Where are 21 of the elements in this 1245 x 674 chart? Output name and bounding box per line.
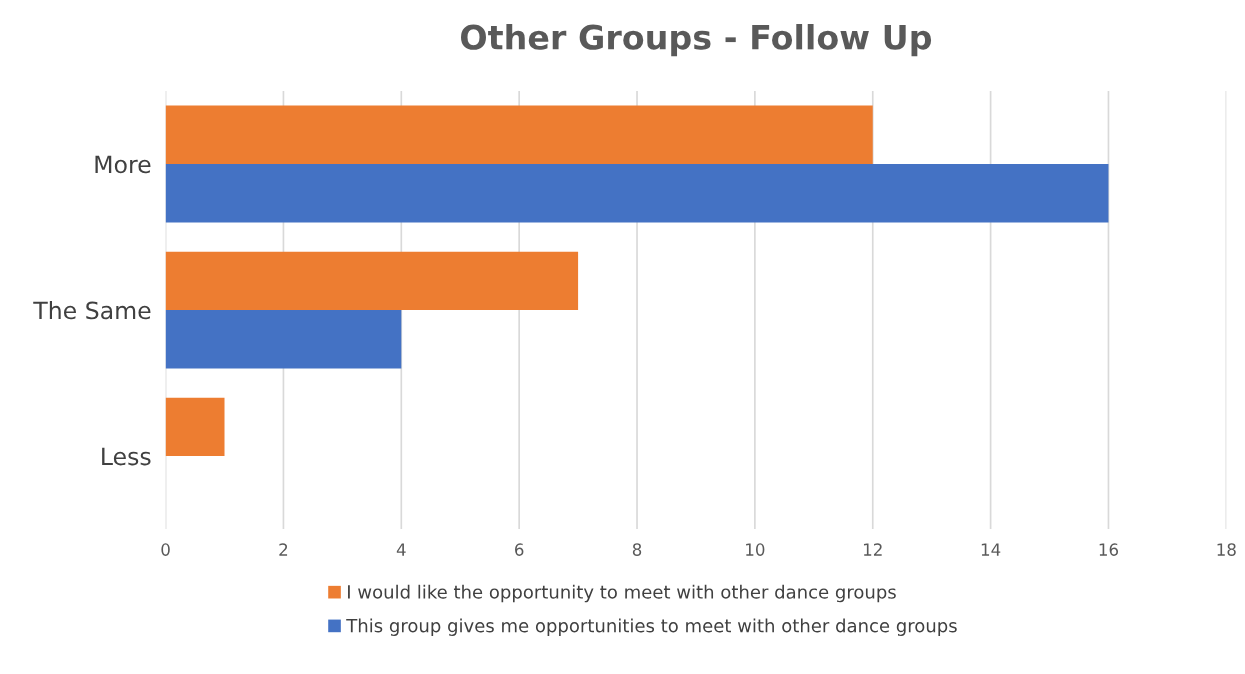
bar bbox=[165, 251, 579, 311]
y-tick-label: More bbox=[95, 155, 151, 174]
x-tick-label: 16 bbox=[1099, 543, 1119, 556]
y-tick-label: The Same bbox=[33, 301, 151, 320]
x-tick-label: 14 bbox=[981, 543, 1001, 556]
legend-label: This group gives me opportunities to meet with other dance groups bbox=[346, 618, 957, 636]
y-tick-label: Less bbox=[102, 447, 151, 466]
x-tick-label: 10 bbox=[746, 543, 765, 556]
chart-title: Other Groups - Follow Up bbox=[461, 24, 932, 57]
x-tick-label: 4 bbox=[396, 543, 406, 556]
bar bbox=[165, 310, 402, 369]
bar bbox=[165, 105, 873, 165]
x-tick-label: 8 bbox=[632, 543, 642, 556]
x-tick-label: 2 bbox=[279, 543, 288, 556]
bar bbox=[165, 397, 225, 457]
bar bbox=[165, 164, 1109, 223]
x-tick-label: 6 bbox=[515, 543, 524, 556]
x-tick-label: 0 bbox=[161, 543, 170, 556]
x-tick-label: 12 bbox=[863, 543, 882, 556]
x-tick-label: 18 bbox=[1217, 543, 1236, 556]
legend-label: I would like the opportunity to meet with other dance groups bbox=[348, 584, 896, 603]
